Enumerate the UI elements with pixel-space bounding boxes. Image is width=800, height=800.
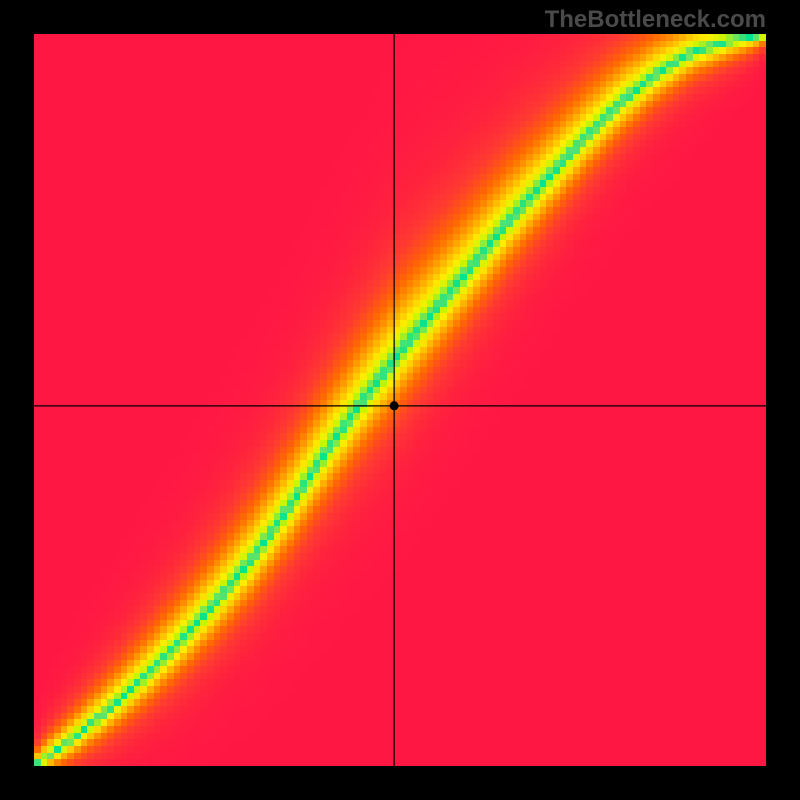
chart-container: TheBottleneck.com <box>0 0 800 800</box>
bottleneck-heatmap <box>0 0 800 800</box>
watermark-text: TheBottleneck.com <box>545 6 766 34</box>
